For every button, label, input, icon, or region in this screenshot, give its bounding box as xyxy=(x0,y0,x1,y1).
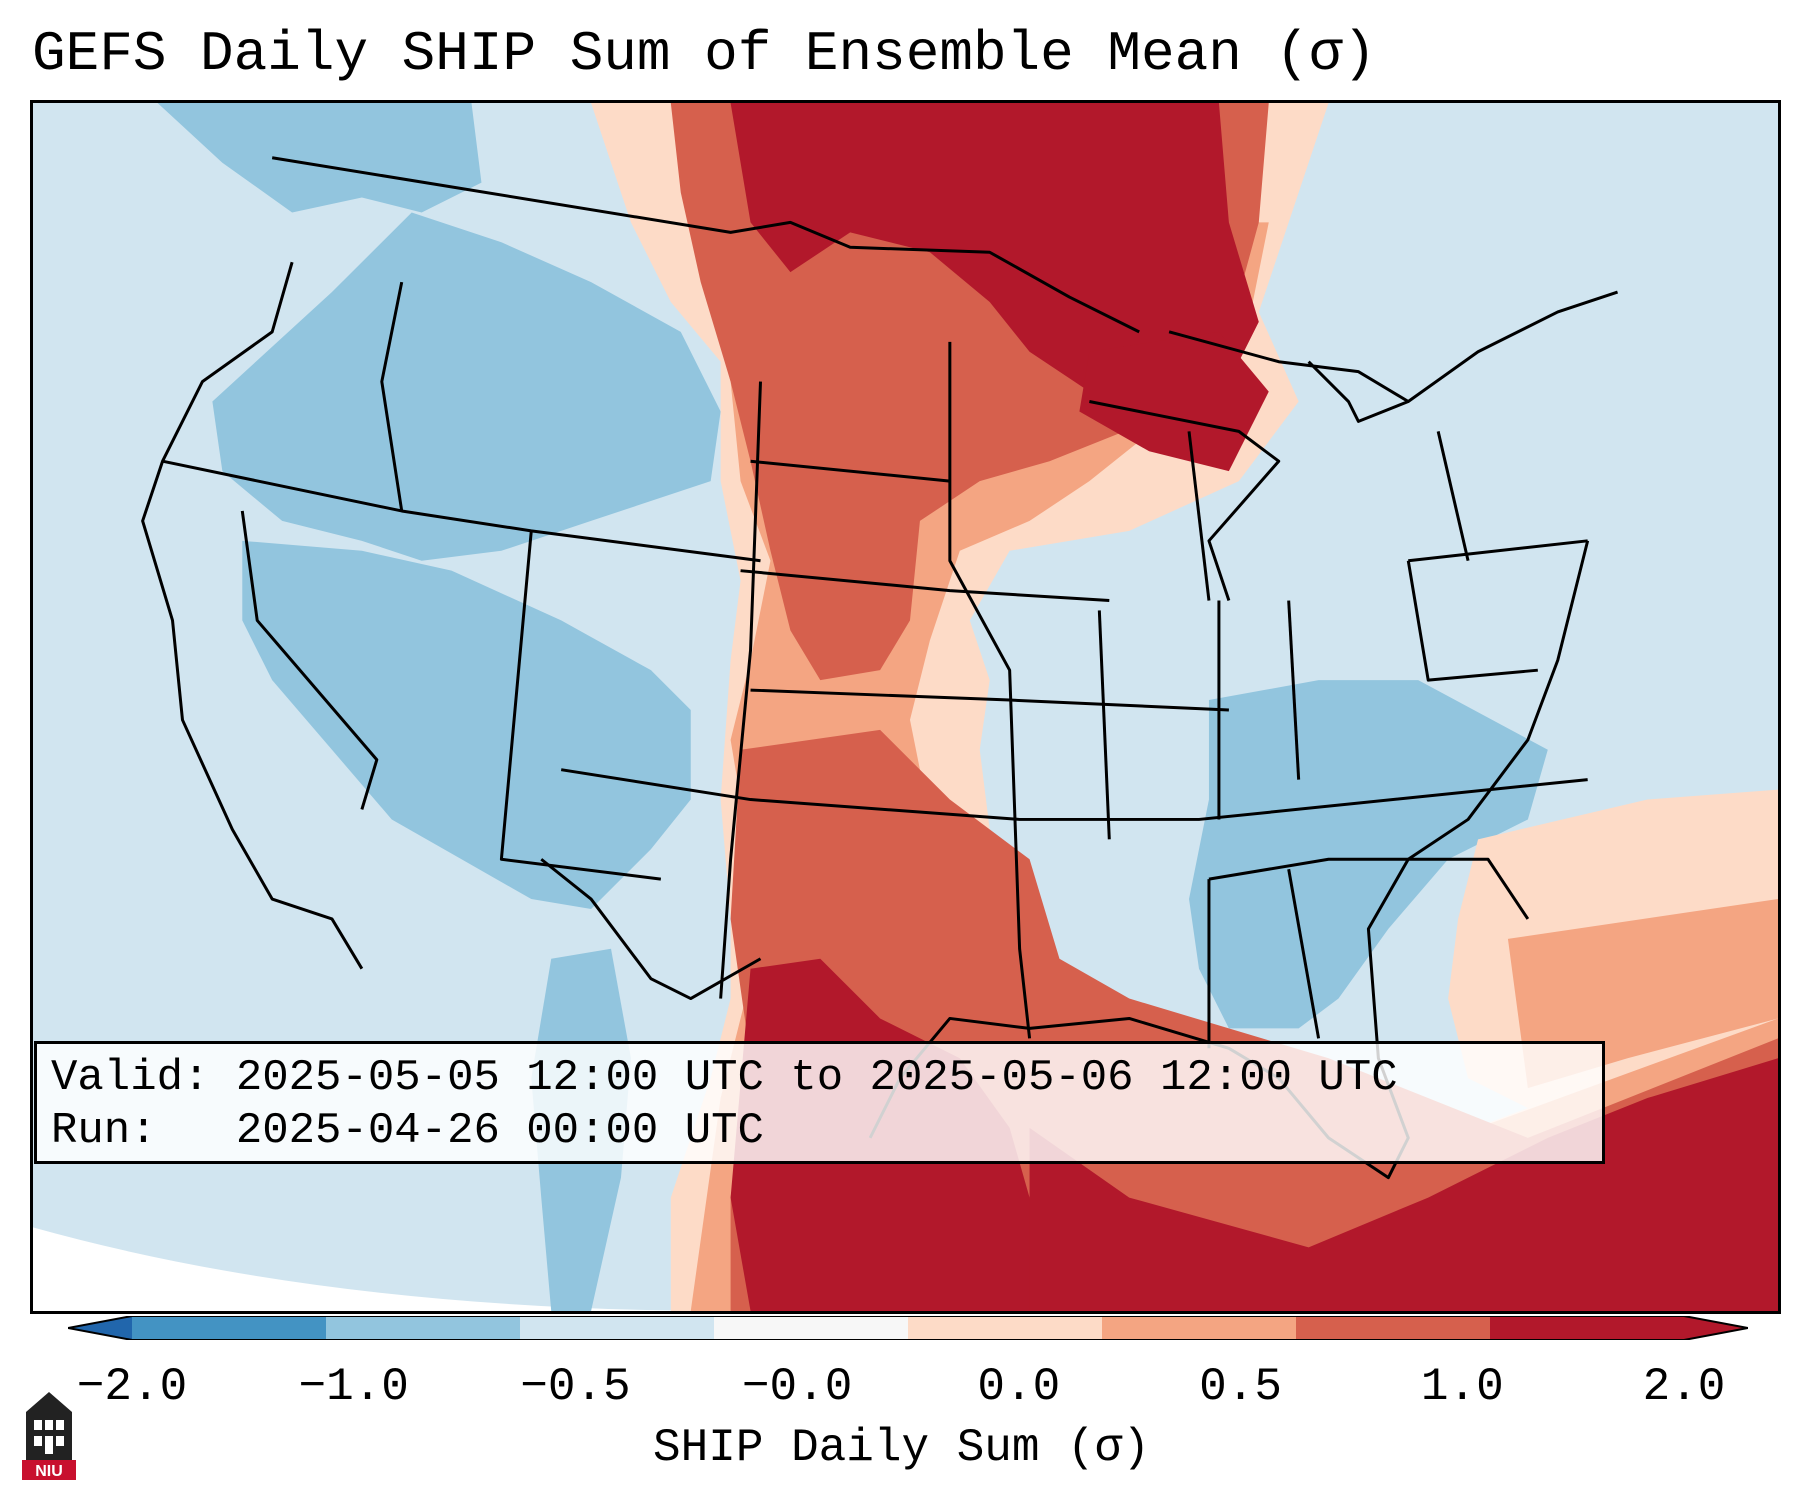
colorbar-bin xyxy=(520,1316,715,1340)
border-ut-az xyxy=(499,530,662,881)
colorbar-tick-label: 0.0 xyxy=(977,1361,1061,1413)
logo-band xyxy=(22,1460,76,1480)
colorbar-tick-label: 0.5 xyxy=(1199,1361,1282,1413)
colorbar-bin xyxy=(908,1316,1103,1340)
state-boundaries xyxy=(141,156,1619,1180)
run-time-line: Run: 2025-04-26 00:00 UTC xyxy=(51,1106,764,1156)
anomaly-region-atlantic-medium xyxy=(1507,899,1778,1089)
map-title: GEFS Daily SHIP Sum of Ensemble Mean (σ) xyxy=(32,22,1377,86)
anomaly-region-great-basin xyxy=(242,540,691,909)
border-sd-ne-ia xyxy=(740,569,1110,603)
border-al-ga xyxy=(1287,868,1321,1039)
valid-time-line: Valid: 2025-05-05 12:00 UTC to 2025-05-0… xyxy=(51,1053,1398,1103)
colorbar-bins xyxy=(132,1316,1685,1340)
anomaly-region-southeast xyxy=(1189,680,1548,1029)
coastline-atlantic-gulf xyxy=(868,540,1590,1180)
border-tn-ga-sc xyxy=(1208,857,1530,920)
colorbar-extend-high xyxy=(1684,1316,1748,1340)
logo-roof xyxy=(26,1392,72,1412)
logo-text: NIU xyxy=(35,1463,63,1480)
border-ny-pa xyxy=(1408,539,1588,563)
colorbar-bin xyxy=(714,1316,909,1340)
anomaly-region-northern-rockies xyxy=(212,212,721,561)
colorbar-tick-label: −0.0 xyxy=(741,1361,853,1413)
border-ks-ok-tn-nc xyxy=(560,768,1588,821)
border-ny-vt xyxy=(1436,431,1470,562)
colorbar-bin xyxy=(132,1316,327,1340)
border-in-oh xyxy=(1287,600,1301,780)
great-lakes-shore xyxy=(1089,400,1281,602)
border-pa-oh-wv xyxy=(1406,560,1538,682)
anomaly-region-dakotas-canada xyxy=(730,103,1259,422)
colorbar-tick-label: 1.0 xyxy=(1420,1361,1504,1413)
border-ne-ks-mo xyxy=(750,688,1229,712)
border-mi-wi xyxy=(1187,431,1211,601)
coastline-pacific xyxy=(141,261,364,970)
border-us-mexico xyxy=(540,858,762,1001)
border-plains-east xyxy=(948,341,1032,1039)
colorbar-label: SHIP Daily Sum (σ) xyxy=(653,1422,1150,1474)
negative-anomaly-regions xyxy=(157,103,1548,1311)
colorbar-tick-label: −0.5 xyxy=(520,1361,631,1413)
valid-time-box: Valid: 2025-05-05 12:00 UTC to 2025-05-0… xyxy=(34,1041,1605,1164)
anomaly-region-upper-great-lakes xyxy=(1079,331,1269,472)
border-wa-id xyxy=(380,281,404,512)
colorbar-tick-label: −2.0 xyxy=(76,1361,188,1413)
niu-logo: NIU xyxy=(22,1392,76,1480)
colorbar-bin xyxy=(1490,1316,1685,1340)
colorbar-tick-label: −1.0 xyxy=(298,1361,409,1413)
border-nd-sd xyxy=(750,459,950,483)
border-plains-west xyxy=(719,381,762,999)
colorbar-bin xyxy=(1102,1316,1297,1340)
border-lake-ontario xyxy=(1307,360,1409,423)
border-ca-nv xyxy=(240,510,379,810)
border-or-ca-nv xyxy=(162,459,761,563)
colorbar-bin xyxy=(326,1316,521,1340)
colorbar-bin xyxy=(1296,1316,1491,1340)
projection-edge xyxy=(33,1227,731,1311)
border-ia-il-mo xyxy=(1097,610,1111,840)
colorbar-tick-label: 2.0 xyxy=(1642,1361,1726,1413)
colorbar xyxy=(68,1316,1748,1340)
border-us-canada-west xyxy=(271,156,1140,334)
colorbar-extend-low xyxy=(68,1316,132,1340)
anomaly-region-pnw-coast xyxy=(157,103,482,213)
